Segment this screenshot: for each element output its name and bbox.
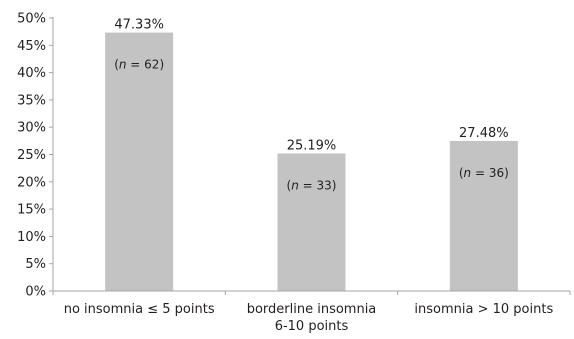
x-category-label: borderline insomnia (247, 302, 377, 317)
x-axis-labels: no insomnia ≤ 5 points borderline insomni… (64, 302, 554, 334)
bar (277, 153, 346, 291)
y-tick-label: 5% (25, 257, 46, 272)
y-tick-label: 15% (17, 203, 46, 218)
y-axis-ticks: 0% 5% 10% 15% 20% 25% 30% 35% 40% 45% 50% (17, 12, 53, 300)
bar-n-label: (n = 33) (287, 178, 337, 192)
bar (449, 140, 518, 291)
y-tick-label: 40% (17, 66, 46, 81)
x-category-label: no insomnia ≤ 5 points (64, 302, 215, 317)
bar (105, 32, 174, 292)
y-tick-label: 50% (17, 12, 46, 27)
bars: 47.33% (n = 62) 25.19% (n = 33) 27.48% (n = 3… (105, 18, 518, 292)
x-category-label: insomnia > 10 points (414, 302, 553, 317)
y-tick-label: 10% (17, 230, 46, 245)
axes (49, 17, 571, 295)
y-tick-label: 45% (17, 39, 46, 54)
x-category-label: 6-10 points (275, 319, 349, 334)
n-value: = 36 (471, 166, 504, 180)
bar-n-label: (n = 62) (114, 58, 164, 72)
n-value: = 62 (126, 58, 159, 72)
bar-n-label: (n = 36) (459, 166, 509, 180)
y-tick-label: 35% (17, 93, 46, 108)
y-tick-label: 0% (25, 285, 46, 300)
y-tick-label: 30% (17, 121, 46, 136)
bar-value-label: 25.19% (287, 138, 337, 153)
bar-value-label: 47.33% (114, 18, 164, 33)
y-tick-label: 25% (17, 148, 46, 163)
y-tick-label: 20% (17, 175, 46, 190)
n-value: = 33 (299, 178, 332, 192)
bar-value-label: 27.48% (459, 126, 509, 141)
